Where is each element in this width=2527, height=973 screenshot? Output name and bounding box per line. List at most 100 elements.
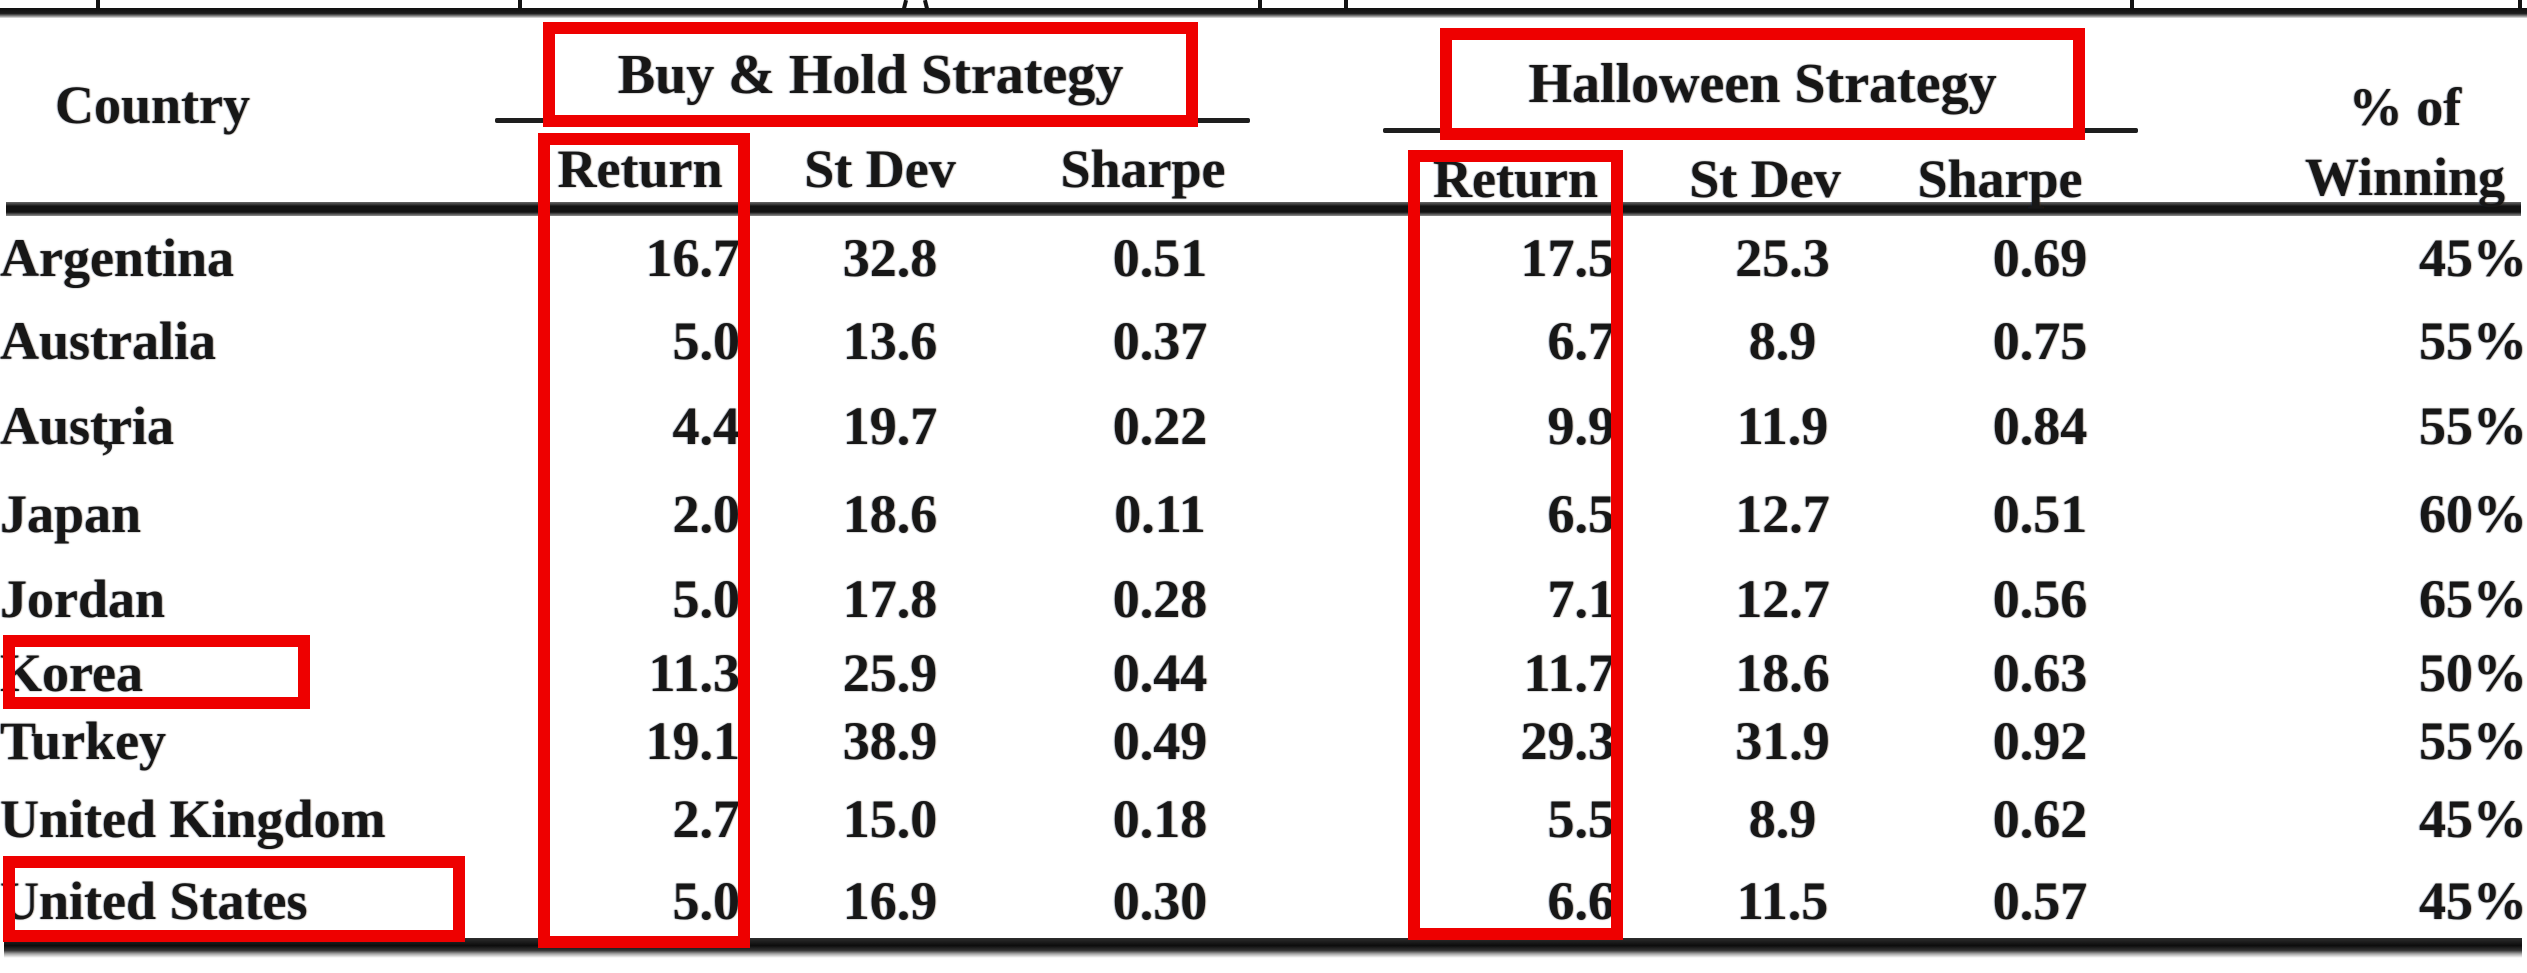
cell-country: Japan — [0, 484, 142, 544]
cell-h-stdev: 12.7 — [1735, 484, 1830, 544]
scan-tick — [2518, 0, 2522, 9]
scan-tick — [96, 0, 100, 9]
cell-h-return: 29.3 — [1520, 711, 1616, 771]
spacer-cell — [1280, 776, 1405, 862]
cell-h-sharpe: 0.62 — [1992, 789, 2088, 849]
annotation-box-korea — [3, 635, 310, 709]
halloween-sharpe-header: Sharpe — [1917, 149, 2083, 209]
cell-country: Austria — [0, 396, 174, 456]
cell-h-return: 6.6 — [1547, 871, 1616, 931]
cell-pct-winning: 45% — [2419, 789, 2527, 849]
spacer-cell — [1280, 216, 1405, 300]
cell-h-return: 5.5 — [1547, 789, 1616, 849]
cell-bh-return: 2.0 — [672, 484, 741, 544]
cell-bh-return: 5.0 — [672, 871, 741, 931]
cell-h-return: 6.7 — [1547, 311, 1616, 371]
cell-pct-winning: 50% — [2419, 643, 2527, 703]
cell-bh-sharpe: 0.22 — [1112, 396, 1208, 456]
spacer-cell — [1280, 640, 1405, 706]
cell-bh-stdev: 25.9 — [842, 643, 938, 703]
table-row: United Kingdom 2.7 15.0 0.18 5.5 8.9 0.6… — [0, 776, 2527, 862]
country-data-table: Argentina 16.7 32.8 0.51 17.5 25.3 0.69 … — [0, 216, 2527, 940]
cell-h-stdev: 31.9 — [1735, 711, 1830, 771]
cell-h-return: 11.7 — [1523, 643, 1615, 703]
cell-pct-winning: 45% — [2419, 871, 2527, 931]
cell-h-return: 7.1 — [1547, 569, 1616, 629]
cell-bh-return: 11.3 — [648, 643, 740, 703]
cell-country: United States — [0, 871, 308, 931]
cell-bh-sharpe: 0.51 — [1112, 228, 1208, 288]
cell-bh-return: 19.1 — [645, 711, 741, 771]
scan-tick — [2130, 0, 2134, 9]
pct-winning-header-line1: % of — [2348, 77, 2462, 137]
spacer-cell — [1280, 706, 1405, 776]
cell-country: United Kingdom — [0, 789, 386, 849]
cell-bh-stdev: 15.0 — [842, 789, 938, 849]
cell-bh-stdev: 18.6 — [842, 484, 938, 544]
table-row: United States 5.0 16.9 0.30 6.6 11.5 0.5… — [0, 862, 2527, 940]
cell-country: Australia — [0, 311, 216, 371]
buy-hold-group-header: Buy & Hold Strategy — [617, 44, 1124, 106]
table-row: Turkey 19.1 38.9 0.49 29.3 31.9 0.92 55% — [0, 706, 2527, 776]
cell-bh-return: 5.0 — [672, 311, 741, 371]
cell-pct-winning: 55% — [2419, 396, 2527, 456]
buy-hold-stdev-header: St Dev — [804, 139, 956, 199]
buy-hold-sharpe-header: Sharpe — [1060, 139, 1226, 199]
cell-bh-stdev: 17.8 — [842, 569, 938, 629]
cell-h-stdev: 18.6 — [1735, 643, 1830, 703]
header-rule — [6, 202, 2521, 216]
cell-h-stdev: 11.9 — [1736, 396, 1829, 456]
cell-bh-sharpe: 0.11 — [1114, 484, 1206, 544]
cell-bh-stdev: 16.9 — [842, 871, 938, 931]
cell-bh-return: 5.0 — [672, 569, 741, 629]
table-row: Argentina 16.7 32.8 0.51 17.5 25.3 0.69 … — [0, 216, 2527, 300]
spacer-cell — [1280, 300, 1405, 382]
table-row: Korea 11.3 25.9 0.44 11.7 18.6 0.63 50% — [0, 640, 2527, 706]
cell-h-stdev: 25.3 — [1735, 228, 1830, 288]
cell-h-stdev: 12.7 — [1735, 569, 1830, 629]
cell-bh-return: 4.4 — [672, 396, 741, 456]
spacer-cell — [1280, 862, 1405, 940]
top-rule — [0, 8, 2527, 18]
cell-bh-sharpe: 0.49 — [1112, 711, 1208, 771]
cell-h-return: 6.5 — [1547, 484, 1616, 544]
halloween-group-header: Halloween Strategy — [1528, 53, 1997, 115]
scan-tick — [1344, 0, 1348, 9]
cell-h-sharpe: 0.63 — [1992, 643, 2088, 703]
spacer-cell — [1280, 382, 1405, 470]
cell-h-sharpe: 0.56 — [1992, 569, 2088, 629]
cell-h-stdev: 8.9 — [1748, 789, 1817, 849]
cell-pct-winning: 45% — [2419, 228, 2527, 288]
table-row: Australia 5.0 13.6 0.37 6.7 8.9 0.75 55% — [0, 300, 2527, 382]
cell-h-sharpe: 0.75 — [1992, 311, 2088, 371]
cell-bh-sharpe: 0.37 — [1112, 311, 1208, 371]
cell-country: Jordan — [0, 569, 166, 629]
cell-h-sharpe: 0.92 — [1992, 711, 2088, 771]
table-row: Jordan 5.0 17.8 0.28 7.1 12.7 0.56 65% — [0, 558, 2527, 640]
cell-pct-winning: 60% — [2419, 484, 2527, 544]
table-row: Austria 4.4 19.7 0.22 9.9 11.9 0.84 55% — [0, 382, 2527, 470]
cell-country: Korea — [0, 643, 143, 703]
cell-pct-winning: 65% — [2419, 569, 2527, 629]
spacer-cell — [1280, 470, 1405, 558]
cell-country: Turkey — [0, 711, 167, 771]
cell-h-sharpe: 0.84 — [1992, 396, 2088, 456]
annotation-box-halloween-return-column — [1408, 150, 1623, 940]
cell-bh-return: 2.7 — [672, 789, 741, 849]
cell-bh-sharpe: 0.30 — [1112, 871, 1208, 931]
cell-pct-winning: 55% — [2419, 311, 2527, 371]
annotation-box-united-states — [3, 856, 465, 942]
annotation-box-halloween-header — [1440, 28, 2085, 140]
pct-winning-header-line2: Winning — [2304, 147, 2506, 207]
cell-pct-winning: 55% — [2419, 711, 2527, 771]
scan-tick — [518, 0, 522, 9]
cell-bh-stdev: 13.6 — [842, 311, 938, 371]
buy-hold-return-header: Return — [557, 139, 723, 199]
cell-h-return: 17.5 — [1520, 228, 1616, 288]
cell-h-stdev: 11.5 — [1736, 871, 1829, 931]
country-column-header: Country — [55, 75, 251, 135]
cell-bh-stdev: 38.9 — [842, 711, 938, 771]
cell-bh-sharpe: 0.18 — [1112, 789, 1208, 849]
cell-h-return: 9.9 — [1547, 396, 1616, 456]
